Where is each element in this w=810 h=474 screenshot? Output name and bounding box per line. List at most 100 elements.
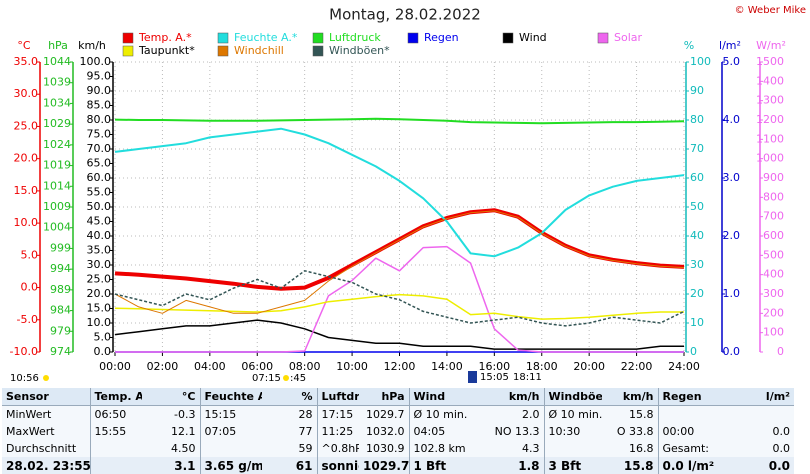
- table-cell: [722, 405, 794, 423]
- table-cell: 1.8: [479, 457, 544, 474]
- table-row: MaxWert 15:55 12.1 07:05 77 11:25 1032.0 04:05 N…: [2, 423, 794, 440]
- series-line: [114, 293, 684, 320]
- y-tick-label: 100: [763, 326, 784, 339]
- legend-swatch: [597, 32, 609, 44]
- series-line: [115, 245, 684, 353]
- table-cell: [199, 440, 262, 457]
- series-line: [114, 270, 685, 327]
- y-tick-label: 1029: [43, 117, 71, 130]
- x-tick-label: 10:00: [336, 360, 368, 373]
- y-tick-label: 0: [690, 345, 697, 358]
- y-tick-label: 900: [763, 171, 784, 184]
- y-tick-label: 5.0: [21, 248, 39, 261]
- table-cell: 1032.0: [359, 423, 409, 440]
- table-cell: °C: [142, 388, 200, 406]
- table-cell: 0.0: [722, 423, 794, 440]
- x-tick-label: 22:00: [621, 360, 653, 373]
- table-cell: 61: [262, 457, 317, 474]
- y-tick-label: 600: [763, 229, 784, 242]
- y-tick-label: 3.0: [723, 171, 741, 184]
- y-tick-label: 1100: [756, 132, 784, 145]
- table-cell: 1 Bft: [408, 457, 479, 474]
- table-cell: 15:55: [89, 423, 142, 440]
- table-cell: 0.0 l/m²: [657, 457, 722, 474]
- y-tick-label: 50.0: [87, 200, 112, 213]
- table-cell: 06:50: [89, 405, 142, 423]
- legend-swatch: [502, 32, 514, 44]
- y-tick-label: 35.0: [87, 244, 112, 257]
- table-cell: hPa: [359, 388, 409, 406]
- legend-label: Luftdruck: [329, 31, 381, 44]
- y-tick-label: 25.0: [14, 119, 39, 132]
- table-cell: Gesamt:: [657, 440, 722, 457]
- table-cell: 59: [262, 440, 317, 457]
- legend-label: Regen: [424, 31, 459, 44]
- table-cell: km/h: [602, 388, 658, 406]
- y-tick-label: 40.0: [87, 229, 112, 242]
- y-tick-label: 979: [50, 324, 71, 337]
- y-tick-label: 1500: [756, 55, 784, 68]
- y-tick-label: 50: [690, 200, 704, 213]
- y-tick-label: 30.0: [14, 87, 39, 100]
- legend-label: Taupunkt*: [138, 44, 195, 57]
- x-tick-label: 16:00: [478, 360, 510, 373]
- y-tick-label: 60: [690, 171, 704, 184]
- table-cell: 15.8: [602, 457, 658, 474]
- y-tick-label: 15.0: [87, 302, 112, 315]
- legend-label: Feuchte A.*: [234, 31, 298, 44]
- y-tick-label: 30.0: [87, 258, 112, 271]
- legend-label: Solar: [614, 31, 643, 44]
- legend-swatch: [407, 32, 419, 44]
- series-line: [114, 117, 685, 125]
- legend-swatch: [312, 32, 324, 44]
- table-cell: 0.0: [722, 457, 794, 474]
- y-tick-label: 0: [777, 345, 784, 358]
- table-cell: 4.50: [142, 440, 200, 457]
- sun-icon: [283, 375, 289, 381]
- table-cell: 10:30: [543, 423, 602, 440]
- y-tick-label: 1014: [43, 179, 71, 192]
- y-tick-label: -10.0: [10, 345, 38, 358]
- y-tick-label: 989: [50, 283, 71, 296]
- table-cell: [89, 457, 142, 474]
- axis-title: hPa: [48, 39, 68, 52]
- table-cell: Sensor: [2, 388, 90, 406]
- table-cell: 00:00: [657, 423, 722, 440]
- axis-title: °C: [17, 39, 31, 52]
- table-cell: 04:05: [408, 423, 479, 440]
- y-tick-label: 1200: [756, 113, 784, 126]
- table-cell: 3.1: [142, 457, 200, 474]
- axis-title: l/m²: [719, 39, 741, 52]
- y-tick-label: 20: [690, 287, 704, 300]
- y-tick-label: 200: [763, 306, 784, 319]
- table-cell: 17:15: [316, 405, 359, 423]
- table-cell: sonnig: [316, 457, 359, 474]
- table-cell: 3 Bft: [543, 457, 602, 474]
- time-label: :45: [290, 373, 306, 384]
- y-tick-label: 974: [50, 345, 71, 358]
- y-tick-label: 25.0: [87, 273, 112, 286]
- table-cell: l/m²: [722, 388, 794, 406]
- legend-label: Wind: [519, 31, 547, 44]
- y-tick-label: 800: [763, 190, 784, 203]
- table-cell: Feuchte A.: [199, 388, 262, 406]
- legend-swatch: [122, 32, 134, 44]
- table-row: MinWert 06:50 -0.3 15:15 28 17:15 1029.7 Ø 10 m…: [2, 405, 794, 423]
- y-tick-label: 0.0: [723, 345, 741, 358]
- y-tick-label: 700: [763, 210, 784, 223]
- time-label: 18:11: [513, 372, 542, 383]
- series-line: [114, 208, 685, 291]
- table-cell: 15:15: [199, 405, 262, 423]
- x-tick-label: 02:00: [147, 360, 179, 373]
- table-cell: Wind: [408, 388, 479, 406]
- y-tick-label: 1.0: [723, 287, 741, 300]
- axis-title: %: [684, 39, 694, 52]
- x-tick-label: 00:00: [99, 360, 131, 373]
- table-cell: -0.3: [142, 405, 200, 423]
- x-tick-label: 18:00: [526, 360, 558, 373]
- y-tick-label: 300: [763, 287, 784, 300]
- table-cell: 4.3: [479, 440, 544, 457]
- table-cell: 15.8: [602, 405, 658, 423]
